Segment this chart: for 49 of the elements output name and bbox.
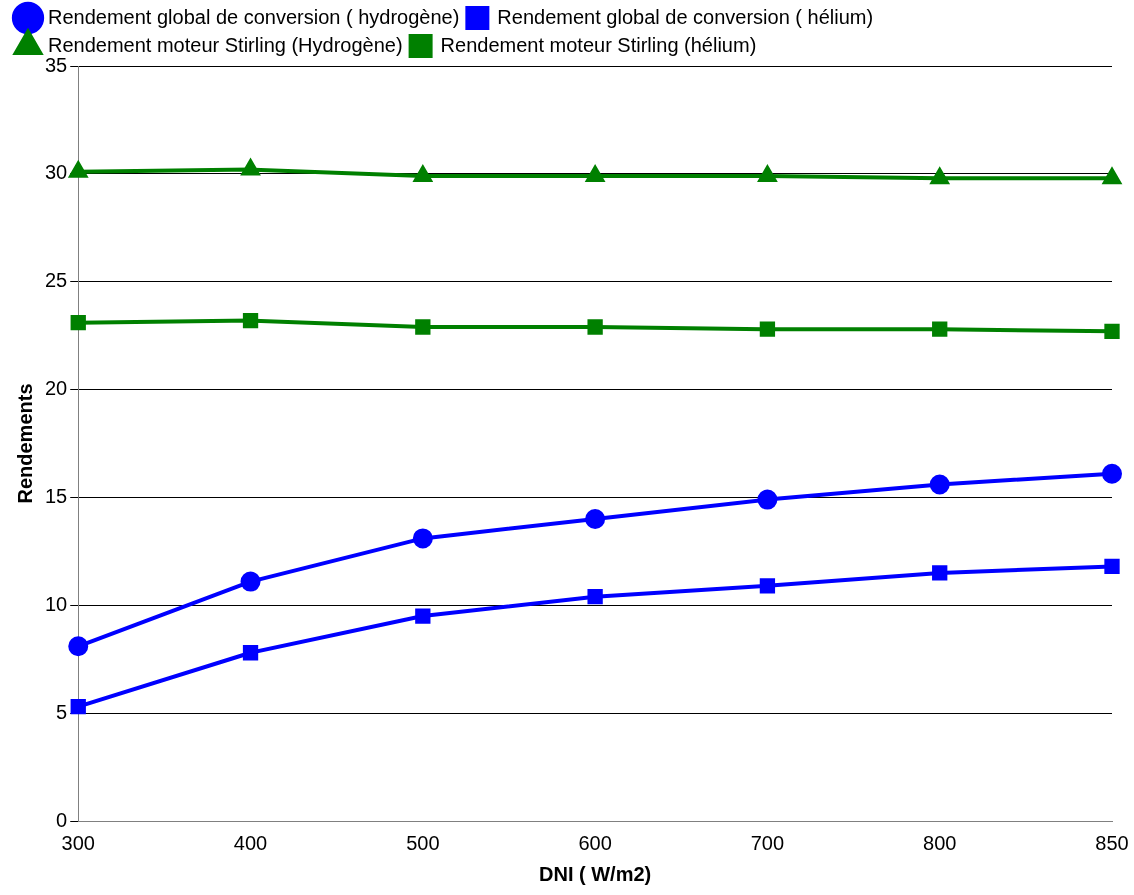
y-tick-label: 25 <box>45 269 68 292</box>
point <box>759 578 776 594</box>
x-tick-label: 850 <box>1095 831 1129 854</box>
point <box>413 166 432 183</box>
point <box>587 589 603 605</box>
x-tick-label: 500 <box>406 831 440 854</box>
y-axis-title: Rendements <box>13 383 36 504</box>
point <box>758 166 777 183</box>
x-tick-label: 600 <box>578 831 612 854</box>
point <box>70 315 86 331</box>
legend-label: Rendement moteur Stirling (hélium) <box>440 33 757 56</box>
x-tick-label: 800 <box>923 831 957 854</box>
point <box>412 528 433 549</box>
point <box>1102 463 1122 484</box>
x-axis-title: DNI ( W/m2) <box>539 862 652 885</box>
x-tick-label: 700 <box>750 831 785 854</box>
point <box>242 645 259 661</box>
point <box>759 321 776 337</box>
legend-label: Rendement global de conversion ( hydrogène) <box>48 5 460 28</box>
y-tick-label: 5 <box>56 700 68 723</box>
point <box>69 161 88 178</box>
point <box>70 699 86 715</box>
point <box>586 166 605 183</box>
y-tick-label: 20 <box>45 377 68 400</box>
point <box>1103 168 1121 185</box>
point <box>930 168 949 185</box>
point <box>929 474 950 495</box>
y-tick-label: 0 <box>56 808 68 831</box>
point <box>585 509 606 529</box>
point <box>932 321 948 337</box>
y-tick-label: 30 <box>45 161 68 184</box>
y-tick-label: 10 <box>45 592 68 615</box>
y-tick-label: 15 <box>45 484 68 507</box>
point <box>242 312 259 329</box>
point <box>240 157 261 176</box>
point <box>932 565 948 581</box>
y-tick-label: 35 <box>45 53 68 76</box>
point <box>587 319 603 335</box>
x-tick-label: 400 <box>233 831 268 854</box>
legend-label: Rendement moteur Stirling (Hydrogène) <box>48 33 403 56</box>
point <box>415 608 431 624</box>
point <box>68 636 89 657</box>
x-tick-label: 300 <box>61 831 95 854</box>
point <box>240 571 261 592</box>
point <box>1104 323 1120 339</box>
point <box>757 489 778 510</box>
point <box>1104 558 1120 575</box>
legend-label: Rendement global de conversion ( hélium) <box>497 5 874 28</box>
point <box>415 319 431 335</box>
